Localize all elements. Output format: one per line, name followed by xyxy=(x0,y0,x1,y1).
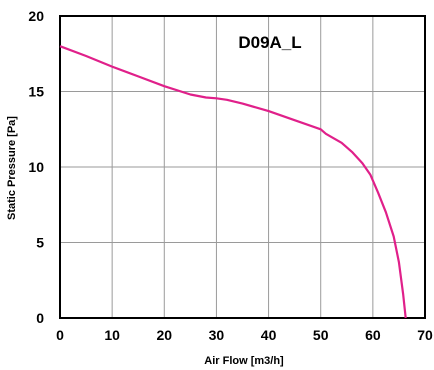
chart-title: D09A_L xyxy=(238,33,301,52)
x-tick-label: 10 xyxy=(104,327,120,343)
y-tick-label: 15 xyxy=(28,84,44,100)
y-tick-label: 10 xyxy=(28,159,44,175)
plot-frame xyxy=(59,15,426,319)
y-axis-title: Static Pressure [Pa] xyxy=(6,116,18,220)
x-tick-label: 40 xyxy=(261,327,277,343)
y-tick-label: 0 xyxy=(36,310,44,326)
x-tick-label: 30 xyxy=(209,327,225,343)
tick-labels: 0 10 20 30 40 50 60 70 0 5 10 15 20 xyxy=(28,8,433,343)
series-line xyxy=(59,45,407,319)
y-tick-label: 5 xyxy=(36,235,44,251)
x-tick-label: 20 xyxy=(156,327,172,343)
x-axis-title: Air Flow [m3/h] xyxy=(204,355,284,367)
y-tick-label: 20 xyxy=(28,8,44,24)
grid xyxy=(60,16,425,318)
x-tick-label: 70 xyxy=(417,327,433,343)
x-tick-label: 60 xyxy=(365,327,381,343)
x-tick-label: 0 xyxy=(56,327,64,343)
x-tick-label: 50 xyxy=(313,327,329,343)
